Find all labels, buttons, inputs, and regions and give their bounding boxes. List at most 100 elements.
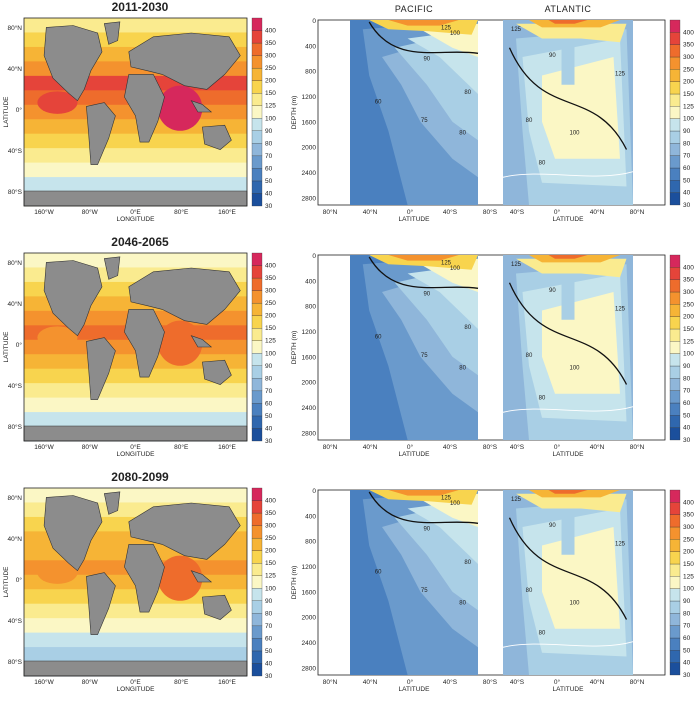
section-ytick-label: 2000 [302,380,317,387]
section-ytick-label: 2800 [302,430,317,437]
map-band [24,397,247,413]
pacific-xtick-label: 80°N [323,443,338,451]
colorbar-tick-label: 80 [265,610,273,617]
pacific-contour-label: 90 [423,292,430,298]
map-band [24,412,247,428]
land-mass [86,572,116,635]
colorbar-tick-label: 250 [683,301,694,308]
colorbar-swatch [251,365,263,379]
colorbar-swatch [251,105,263,119]
land-mass [128,267,241,325]
colorbar-tick-label: 200 [265,548,276,555]
land-mass [43,25,103,102]
colorbar-tick-label: 350 [265,40,276,47]
colorbar-tick-label: 250 [265,300,276,307]
atlantic-section: 125 90 100 80 125 80 [502,490,634,675]
atlantic-layer [561,512,575,555]
colorbar-tick-label: 250 [265,65,276,72]
colorbar-tick-label: 50 [265,413,273,420]
pacific-xtick-label: 80°S [483,678,498,686]
surface-map: 80°N 40°N 0° 40°S 80°S 160°W 80°W 0°E 80°E 160°E L… [3,252,276,458]
colorbar-swatch [669,625,681,639]
colorbar-tick-label: 90 [265,128,273,135]
colorbar-tick-label: 150 [265,90,276,97]
colorbar-tick-label: 100 [683,116,694,123]
colorbar-swatch [251,600,263,614]
pacific-xtick-label: 40°N [363,443,378,451]
colorbar-tick-label: 80 [683,610,691,617]
colorbar-swatch [669,69,681,82]
map-xtick-label: 160°E [218,443,236,451]
atlantic-section: 125 90 100 80 125 80 [502,20,634,205]
map-ylabel: LATITUDE [3,96,10,128]
colorbar-tick-label: 300 [265,53,276,60]
colorbar-swatch [669,563,681,577]
colorbar-tick-label: 70 [683,623,691,630]
colorbar-swatch [251,302,263,316]
section-ytick-label: 1600 [302,119,317,126]
map-hotspot [157,320,203,366]
colorbar-swatch [251,500,263,514]
colorbar-tick-label: 70 [265,623,273,630]
colorbar-tick-label: 200 [683,314,694,321]
colorbar-tick-label: 30 [265,438,273,445]
section-ytick-label: 1600 [302,354,317,361]
map-ytick-label: 80°S [8,658,23,666]
atlantic-layer [548,255,588,259]
colorbar-swatch [669,526,681,540]
map-ytick-label: 40°N [7,65,22,73]
pacific-xtick-label: 80°S [483,208,498,216]
colorbar-tick-label: 50 [265,178,273,185]
colorbar-swatch [251,340,263,354]
colorbar-tick-label: 100 [265,115,276,122]
colorbar-swatch [669,353,681,367]
pacific-layer [369,20,478,35]
atlantic-contour-100 [508,47,628,150]
map-ylabel: LATITUDE [3,331,10,363]
colorbar-tick-label: 125 [265,573,276,580]
land-mass [103,21,121,45]
colorbar-swatch [669,427,681,441]
pacific-layer [388,490,459,496]
colorbar-tick-label: 40 [265,190,273,197]
colorbar-tick-label: 60 [683,165,691,172]
map-hotspot [37,561,78,584]
colorbar-swatch [669,600,681,614]
atlantic-contour-label: 80 [539,160,546,166]
map-band [24,133,247,149]
land-mass [202,124,232,150]
colorbar-tick-label: 350 [265,275,276,282]
colorbar-tick-label: 90 [683,598,691,605]
colorbar-tick-label: 150 [683,326,694,333]
land-mass [124,74,165,143]
section-ytick-label: 2000 [302,145,317,152]
colorbar-swatch [251,428,263,442]
colorbar-tick-label: 30 [265,203,273,210]
colorbar-tick-label: 80 [683,140,691,147]
section-ylabel: DEPTH (m) [291,96,298,130]
colorbar-tick-label: 400 [265,28,276,35]
colorbar-tick-label: 70 [265,153,273,160]
colorbar-tick-label: 250 [683,536,694,543]
colorbar-swatch [251,650,263,664]
atlantic-contour-label: 100 [569,601,580,607]
colorbar-tick-label: 70 [265,388,273,395]
colorbar-swatch [669,32,681,45]
atlantic-xtick-label: 40°N [590,443,605,451]
colorbar-tick-label: 350 [683,42,694,49]
colorbar-tick-label: 70 [683,388,691,395]
colorbar-tick-label: 40 [265,660,273,667]
atlantic-contour-label: 80 [539,395,546,401]
section-ytick-label: 2400 [302,640,317,647]
row-title: 2011-2030 [112,0,169,14]
colorbar-tick-label: 50 [683,412,691,419]
colorbar-swatch [251,130,263,144]
pacific-contour-label: 80 [464,325,471,331]
atlantic-title: ATLANTIC [545,4,592,14]
section-ytick-label: 1200 [302,94,317,101]
pacific-contour-label: 125 [441,495,452,501]
pacific-contour-label: 60 [375,99,382,105]
section-ylabel: DEPTH (m) [291,331,298,365]
colorbar-swatch [251,625,263,639]
